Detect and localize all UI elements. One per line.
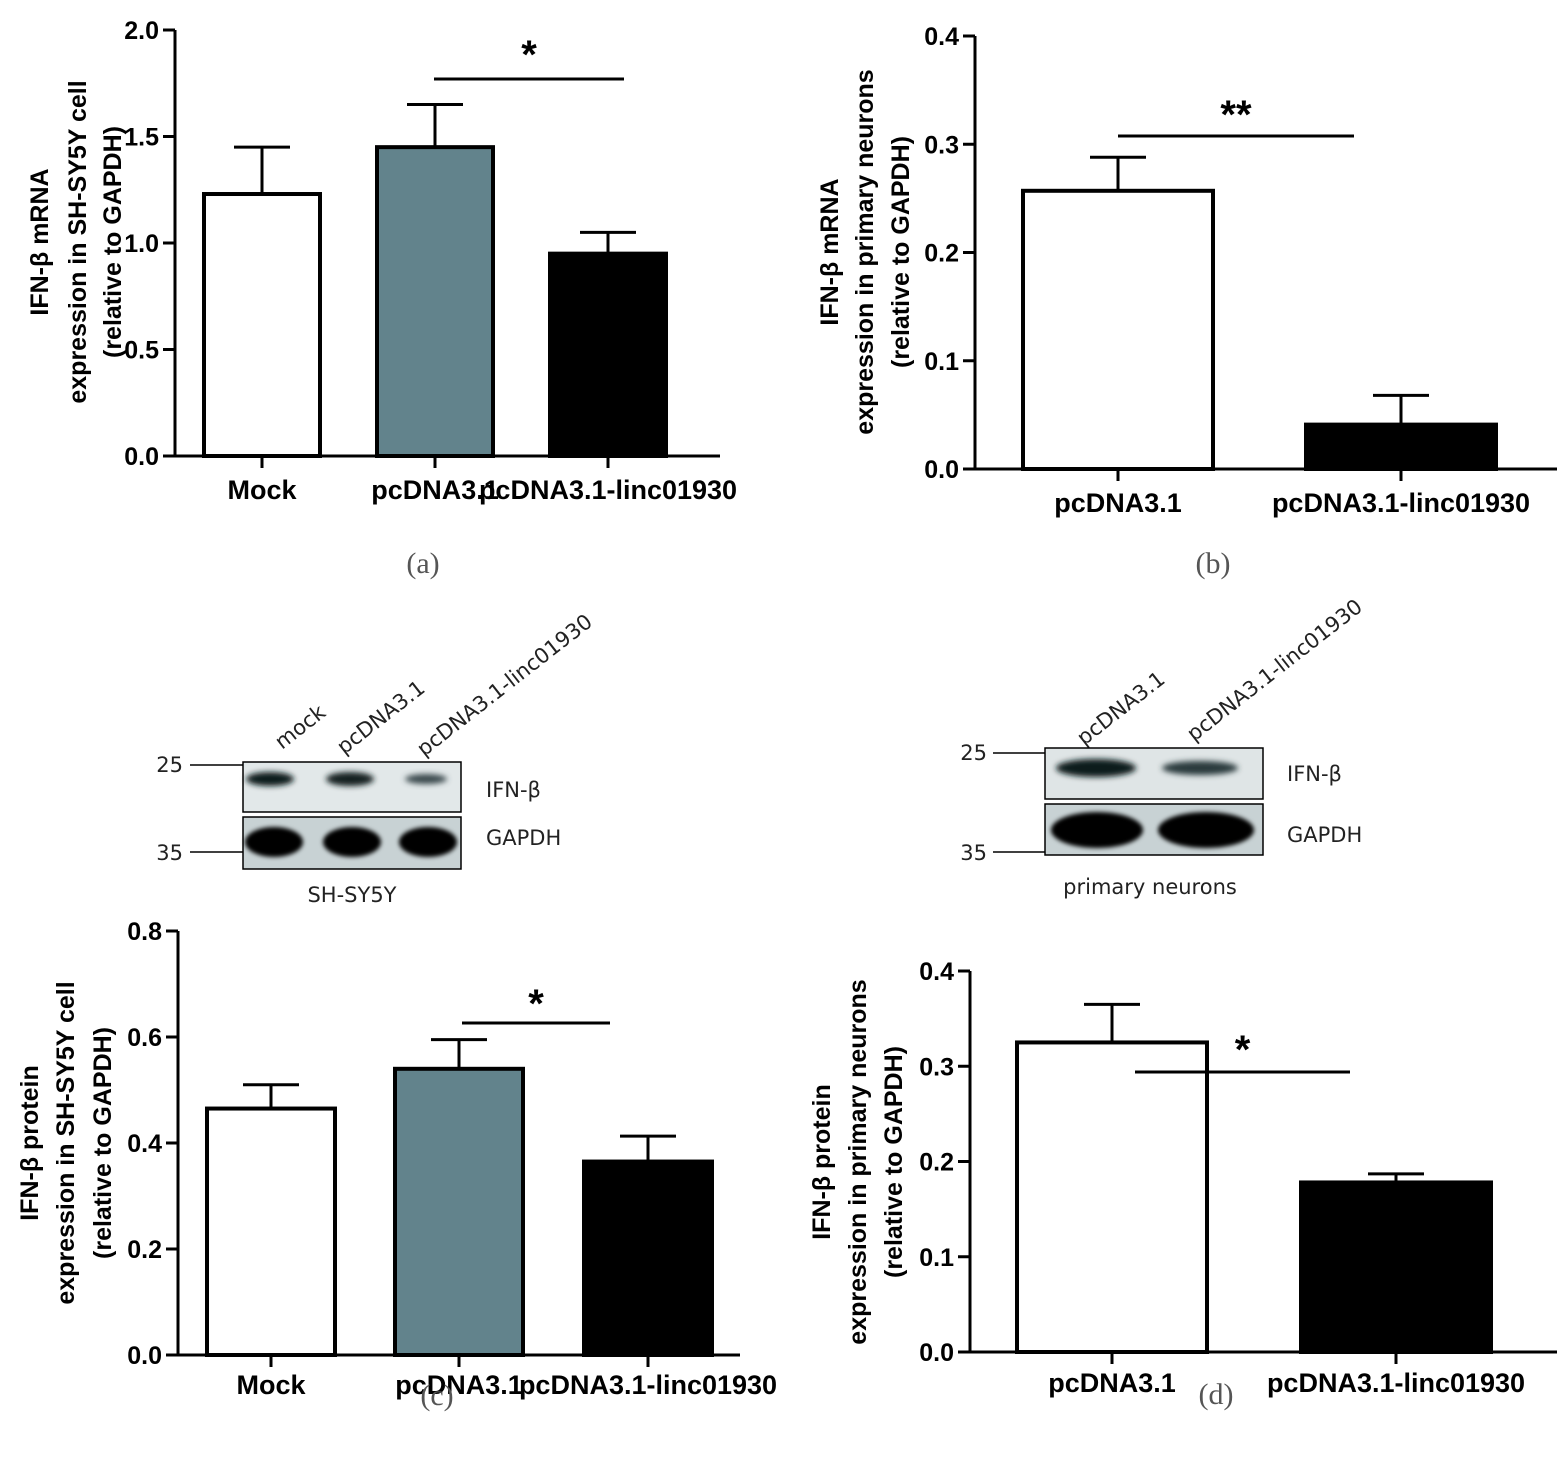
blot-ifn-beta-panel bbox=[242, 761, 462, 813]
y-axis-label: IFN-β protein bbox=[16, 1065, 44, 1221]
marker-35: 35 bbox=[156, 841, 183, 865]
panel-label-c: (c) bbox=[420, 1379, 453, 1412]
y-tick-label: 1.5 bbox=[124, 124, 159, 152]
band-label-ifn-beta: IFN-β bbox=[486, 778, 541, 802]
bar bbox=[375, 145, 495, 458]
band-gapdh bbox=[245, 827, 303, 857]
band-label-gapdh: GAPDH bbox=[1287, 823, 1362, 847]
blot-lane-label: pcDNA3.1 bbox=[1072, 667, 1169, 750]
y-tick-label: 0.2 bbox=[924, 240, 959, 268]
y-axis-label: IFN-β mRNA bbox=[816, 178, 844, 325]
bar bbox=[1021, 188, 1215, 472]
band-gapdh bbox=[323, 827, 381, 857]
y-axis-label: (relative to GAPDH) bbox=[89, 1027, 117, 1259]
bar bbox=[393, 1066, 525, 1358]
bar bbox=[205, 1106, 337, 1358]
bar bbox=[1304, 422, 1498, 471]
y-axis-label: expression in SH-SY5Y cell bbox=[52, 981, 80, 1304]
chart-a: 0.0 0.5 1.0 1.5 2.0 Mock pcDNA3.1pcDNA3.1-linc… bbox=[26, 17, 737, 505]
panel-label-a: (a) bbox=[406, 547, 439, 580]
y-tick-label: 0.0 bbox=[919, 1339, 954, 1367]
significance-label: * bbox=[1235, 1028, 1251, 1072]
y-axis-label: expression in SH-SY5Y cell bbox=[64, 80, 92, 403]
band-ifn-beta bbox=[1162, 761, 1238, 775]
bar bbox=[582, 1159, 714, 1358]
y-axis-label: (relative to GAPDH) bbox=[887, 136, 915, 368]
significance-label: * bbox=[521, 33, 537, 77]
y-tick-label: 0.5 bbox=[124, 337, 159, 365]
blot-cell-label: primary neurons bbox=[1063, 875, 1237, 899]
y-tick-label: 0.4 bbox=[919, 958, 954, 986]
y-tick-label: 0.3 bbox=[924, 131, 959, 159]
y-tick-label: 0.2 bbox=[919, 1149, 954, 1177]
y-axis-label: expression in primary neurons bbox=[851, 69, 879, 434]
marker-35: 35 bbox=[960, 841, 987, 865]
band-label-ifn-beta: IFN-β bbox=[1287, 762, 1342, 786]
x-tick-label: Mock bbox=[236, 1370, 306, 1400]
x-tick-label: pcDNA3.1-linc01930 bbox=[1267, 1368, 1525, 1398]
y-tick-label: 0.0 bbox=[127, 1342, 162, 1370]
blot-cell-label: SH-SY5Y bbox=[307, 883, 396, 907]
marker-25: 25 bbox=[156, 753, 183, 777]
y-tick-label: 0.0 bbox=[124, 443, 159, 471]
x-tick-label: pcDNA3.1-linc01930 bbox=[479, 475, 737, 505]
bar bbox=[548, 251, 668, 458]
chart-d: 0.0 0.1 0.2 0.3 0.4 pcDNA3.1 pcDNA3.1-linc0193… bbox=[808, 958, 1557, 1398]
band-ifn-beta bbox=[405, 774, 447, 784]
y-tick-label: 0.0 bbox=[924, 456, 959, 484]
panel-label-b: (b) bbox=[1196, 547, 1231, 580]
bar bbox=[1299, 1180, 1493, 1354]
x-tick-label: Mock bbox=[227, 475, 297, 505]
band-gapdh bbox=[1158, 812, 1254, 848]
panel-label-d: (d) bbox=[1199, 1378, 1234, 1411]
chart-b: 0.0 0.1 0.2 0.3 0.4 pcDNA3.1 pcDNA3.1-linc0193… bbox=[816, 23, 1557, 518]
y-axis-label: IFN-β mRNA bbox=[26, 168, 54, 315]
chart-c: 0.0 0.2 0.4 0.6 0.8 Mock pcDNA3.1pcDNA3.1-linc… bbox=[16, 918, 777, 1400]
band-ifn-beta bbox=[326, 772, 374, 786]
significance-label: * bbox=[528, 982, 544, 1026]
bar bbox=[1015, 1040, 1209, 1354]
y-tick-label: 0.4 bbox=[924, 23, 959, 51]
band-gapdh bbox=[1051, 812, 1143, 848]
western-blot-primary-neurons: pcDNA3.1 pcDNA3.1-linc01930 25 35 IFN-β … bbox=[960, 594, 1367, 899]
significance-label: ** bbox=[1220, 93, 1252, 137]
x-tick-label: pcDNA3.1-linc01930 bbox=[1272, 488, 1530, 518]
y-axis-label: (relative to GAPDH) bbox=[99, 126, 127, 358]
band-gapdh bbox=[399, 827, 457, 857]
y-tick-label: 2.0 bbox=[124, 17, 159, 45]
western-blot-sh-sy5y: mock pcDNA3.1 pcDNA3.1-linc01930 25 35 I… bbox=[156, 609, 597, 907]
y-tick-label: 1.0 bbox=[124, 230, 159, 258]
blot-lane-label: pcDNA3.1-linc01930 bbox=[412, 609, 597, 761]
band-label-gapdh: GAPDH bbox=[486, 826, 561, 850]
y-tick-label: 0.6 bbox=[127, 1024, 162, 1052]
y-axis-label: IFN-β protein bbox=[808, 1084, 836, 1240]
y-axis-label: expression in primary neurons bbox=[844, 979, 872, 1344]
x-tick-label: pcDNA3.1 bbox=[395, 1370, 523, 1400]
band-ifn-beta bbox=[246, 772, 294, 786]
blot-lane-label: pcDNA3.1-linc01930 bbox=[1182, 594, 1367, 746]
y-tick-label: 0.1 bbox=[919, 1244, 954, 1272]
x-tick-label: pcDNA3.1 bbox=[1048, 1368, 1176, 1398]
y-tick-label: 0.4 bbox=[127, 1130, 162, 1158]
x-tick-label: pcDNA3.1 bbox=[1054, 488, 1182, 518]
y-tick-label: 0.2 bbox=[127, 1236, 162, 1264]
x-tick-label: pcDNA3.1 bbox=[371, 475, 499, 505]
y-axis-label: (relative to GAPDH) bbox=[880, 1046, 908, 1278]
y-tick-label: 0.3 bbox=[919, 1053, 954, 1081]
band-ifn-beta bbox=[1056, 759, 1136, 777]
y-tick-label: 0.1 bbox=[924, 348, 959, 376]
marker-25: 25 bbox=[960, 741, 987, 765]
x-tick-label: pcDNA3.1-linc01930 bbox=[519, 1370, 777, 1400]
y-tick-label: 0.8 bbox=[127, 918, 162, 946]
blot-lane-label: mock bbox=[270, 699, 330, 754]
bar bbox=[202, 192, 322, 458]
